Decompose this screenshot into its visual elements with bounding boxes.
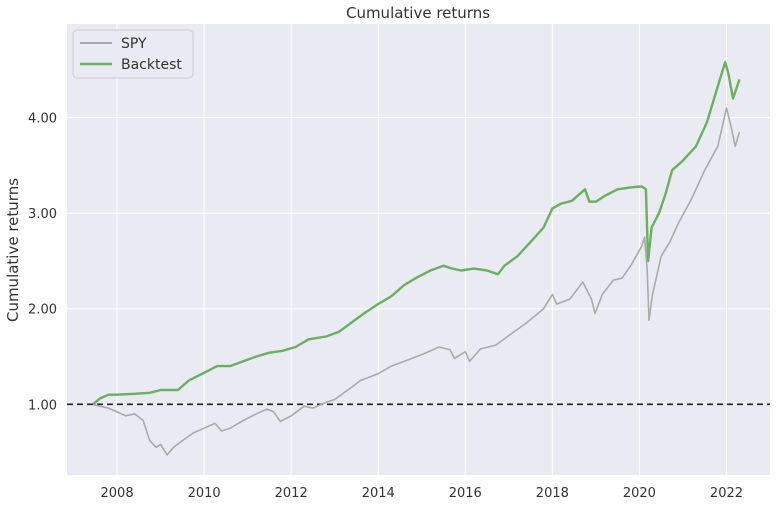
legend-label-backtest: Backtest [121,57,182,73]
x-tick-label: 2020 [623,486,656,501]
legend-label-spy: SPY [121,36,147,52]
y-axis-label: Cumulative returns [4,178,22,322]
x-tick-label: 2014 [362,486,395,501]
x-tick-label: 2022 [710,486,743,501]
x-tick-label: 2010 [188,486,221,501]
gridlines [67,24,770,475]
chart-title: Cumulative returns [346,4,490,22]
y-tick-label: 3.00 [28,207,57,222]
x-tick-label: 2018 [536,486,569,501]
series-line-backtest [92,61,741,406]
x-tick-label: 2008 [101,486,134,501]
x-tick-label: 2016 [449,486,482,501]
x-tick-label: 2012 [275,486,308,501]
x-axis-ticks: 2008 2010 2012 2014 2016 2018 2020 2022 [101,486,744,501]
y-axis-ticks: 1.00 2.00 3.00 4.00 [28,112,57,414]
y-tick-label: 2.00 [28,303,57,318]
legend: SPY Backtest [72,29,194,79]
y-tick-label: 1.00 [28,398,57,413]
plot-background [67,24,770,475]
series-layer [92,61,741,456]
series-line-spy [92,107,741,456]
y-tick-label: 4.00 [28,112,57,127]
